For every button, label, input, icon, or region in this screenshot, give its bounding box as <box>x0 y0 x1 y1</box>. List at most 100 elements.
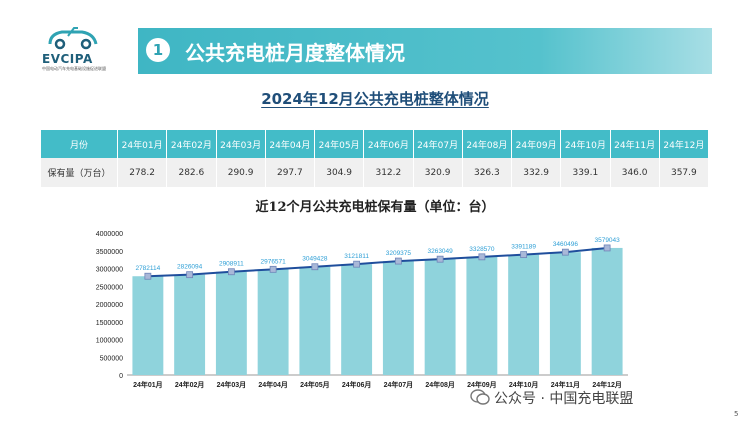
line-marker <box>436 255 444 263</box>
y-tick-label: 2500000 <box>96 284 123 291</box>
monthly-table: 月份 24年01月 24年02月 24年03月 24年04月 24年05月 24年06月 2… <box>41 130 710 187</box>
data-label: 2826094 <box>177 264 203 271</box>
y-tick-label: 3000000 <box>96 267 123 274</box>
table-cell-value: 346.0 <box>610 158 660 187</box>
line-marker <box>478 253 486 261</box>
section-subtitle: 2024年12月公共充电桩整体情况 <box>0 88 750 109</box>
bar <box>549 252 581 375</box>
line-marker <box>186 271 194 279</box>
table-cell-value: 312.2 <box>363 158 414 187</box>
table-row-label: 保有量（万台） <box>41 158 118 187</box>
line-marker <box>144 272 152 280</box>
line-marker <box>603 244 611 252</box>
line-marker <box>227 268 235 276</box>
wechat-icon <box>470 389 490 405</box>
table-header-month: 24年03月 <box>216 130 266 158</box>
bar <box>382 261 414 375</box>
table-cell-value: 282.6 <box>166 158 217 187</box>
line-marker <box>561 248 569 256</box>
table-header-month: 24年04月 <box>265 130 316 158</box>
x-tick-label: 24年09月 <box>467 380 497 389</box>
line-marker <box>269 265 277 273</box>
bar <box>257 269 289 375</box>
x-tick-label: 24年07月 <box>384 380 414 389</box>
table-row: 保有量（万台） 278.2 282.6 290.9 297.7 304.9 312.2 32… <box>41 158 710 187</box>
table-cell-value: 304.9 <box>314 158 365 187</box>
x-tick-label: 24年12月 <box>592 380 622 389</box>
table-header-month: 24年01月 <box>117 130 168 158</box>
table-header-month: 24年07月 <box>413 130 463 158</box>
table-header-month: 24年05月 <box>314 130 365 158</box>
data-label: 2908911 <box>219 261 244 268</box>
table-header-month: 24年09月 <box>511 130 562 158</box>
header-bar <box>138 28 712 74</box>
table-cell-value: 290.9 <box>216 158 266 187</box>
table-header-month: 24年06月 <box>363 130 414 158</box>
y-tick-label: 500000 <box>100 355 123 362</box>
section-subtitle-text: 2024年12月公共充电桩整体情况 <box>261 90 489 108</box>
x-tick-label: 24年01月 <box>133 380 163 389</box>
table-cell-value: 339.1 <box>560 158 611 187</box>
car-plug-icon <box>48 27 98 50</box>
x-tick-label: 24年06月 <box>342 380 372 389</box>
data-label: 3579043 <box>594 237 620 244</box>
trend-line <box>147 246 608 278</box>
y-tick-label: 4000000 <box>96 231 123 238</box>
data-label: 3049428 <box>302 256 328 263</box>
table-cell-value: 278.2 <box>117 158 168 187</box>
x-tick-label: 24年08月 <box>425 380 455 389</box>
data-label: 3391189 <box>511 244 536 251</box>
table-header-month: 24年11月 <box>610 130 660 158</box>
bar <box>341 264 373 375</box>
bar <box>424 259 456 375</box>
line-marker <box>353 260 361 268</box>
data-label: 3121811 <box>344 253 369 260</box>
data-label: 3263049 <box>427 248 453 255</box>
watermark-text: 公众号 · 中国充电联盟 <box>494 391 634 407</box>
y-tick-label: 0 <box>119 373 123 380</box>
bar <box>299 266 331 375</box>
x-tick-label: 24年05月 <box>300 380 330 389</box>
bar <box>508 254 540 375</box>
bar <box>215 271 247 375</box>
data-label: 3328570 <box>469 246 495 253</box>
page-title: 公共充电桩月度整体情况 <box>185 41 405 65</box>
table-header-month: 24年10月 <box>560 130 611 158</box>
table-header-row: 月份 24年01月 24年02月 24年03月 24年04月 24年05月 24年06月 2… <box>41 130 710 158</box>
data-label: 2782114 <box>135 265 160 272</box>
x-tick-label: 24年03月 <box>217 380 247 389</box>
x-tick-label: 24年11月 <box>551 380 580 389</box>
y-tick-label: 2000000 <box>96 302 123 309</box>
bar <box>466 256 498 375</box>
table-cell-value: 297.7 <box>265 158 316 187</box>
line-marker <box>520 251 528 259</box>
bar <box>591 247 623 375</box>
line-marker <box>394 257 402 265</box>
data-label: 3460496 <box>553 241 579 248</box>
y-tick-label: 3500000 <box>96 249 123 256</box>
bar <box>132 276 164 375</box>
table-header-month: 24年02月 <box>166 130 217 158</box>
x-tick-label: 24年10月 <box>509 380 539 389</box>
chart-title: 近12个月公共充电桩保有量（单位：台） <box>255 200 495 215</box>
logo-subtext: 中国电动汽车充电基础设施促进联盟 <box>42 66 106 71</box>
section-number: 1 <box>146 38 170 62</box>
line-marker <box>311 263 319 271</box>
data-label: 3209375 <box>386 250 412 257</box>
table-header-label: 月份 <box>41 130 118 158</box>
x-tick-label: 24年04月 <box>258 380 288 389</box>
logo-brand: EVCIPA <box>42 52 93 66</box>
table-cell-value: 320.9 <box>413 158 463 187</box>
table-cell-value: 332.9 <box>511 158 562 187</box>
table-cell-value: 357.9 <box>659 158 710 187</box>
table-header-month: 24年08月 <box>462 130 513 158</box>
table-header-month: 24年12月 <box>659 130 710 158</box>
y-tick-label: 1000000 <box>96 338 123 345</box>
bar <box>174 274 206 375</box>
x-tick-label: 24年02月 <box>175 380 205 389</box>
data-label: 2976571 <box>260 258 286 265</box>
page-number: 5 <box>734 410 739 418</box>
evcipa-logo: EVCIPA 中国电动汽车充电基础设施促进联盟 <box>14 18 134 76</box>
y-tick-label: 1500000 <box>96 320 123 327</box>
